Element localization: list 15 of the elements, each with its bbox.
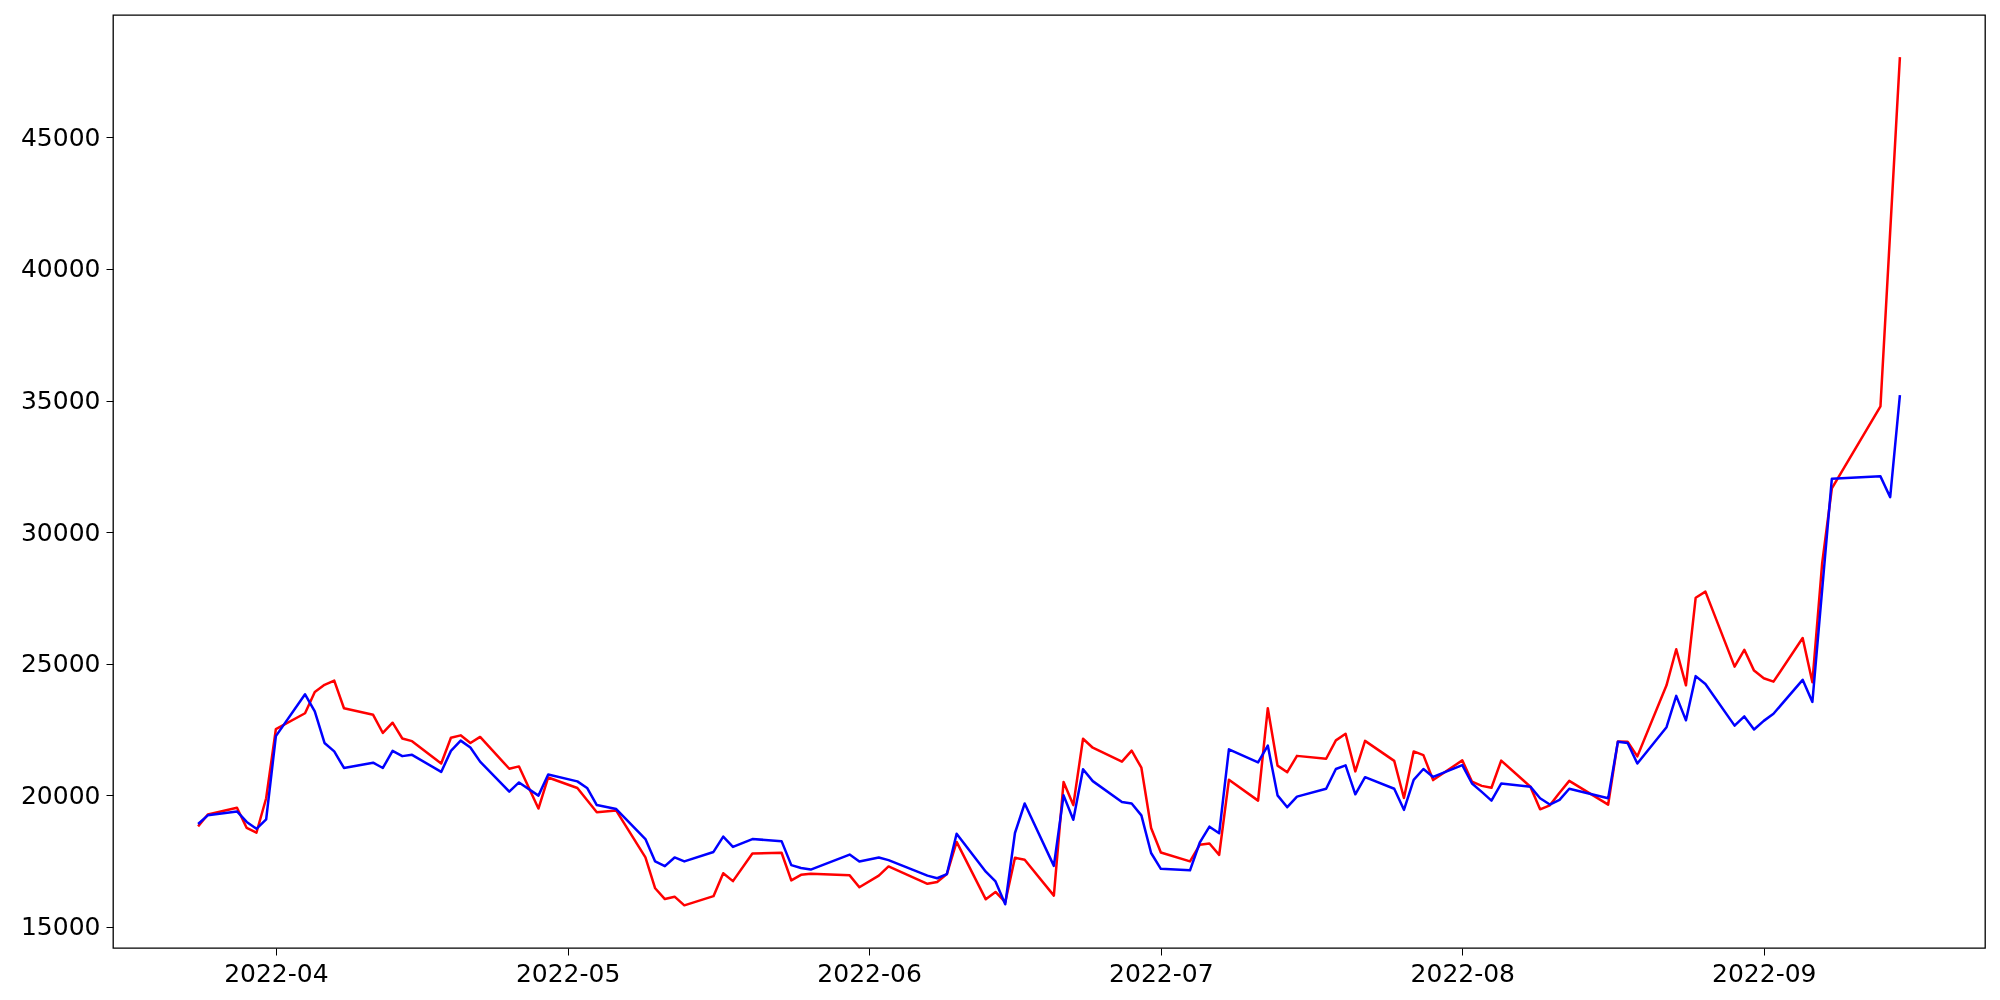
x-tick-label: 2022-07 — [1109, 958, 1214, 988]
y-tick-label: 25000 — [20, 649, 101, 679]
x-tick-label: 2022-05 — [515, 958, 621, 988]
y-tick-label: 20000 — [20, 780, 101, 810]
x-tick-label: 2022-04 — [224, 958, 329, 988]
y-tick-label: 15000 — [20, 912, 101, 942]
y-tick-label: 45000 — [20, 122, 101, 152]
x-tick-label: 2022-06 — [817, 958, 922, 988]
x-tick-label: 2022-08 — [1410, 958, 1516, 988]
line-series — [196, 55, 1902, 907]
y-tick-label: 40000 — [20, 254, 101, 284]
y-tick-label: 30000 — [20, 517, 101, 547]
line-series — [196, 393, 1902, 906]
y-tick-label: 35000 — [20, 386, 101, 416]
x-tick-label: 2022-09 — [1712, 958, 1817, 988]
